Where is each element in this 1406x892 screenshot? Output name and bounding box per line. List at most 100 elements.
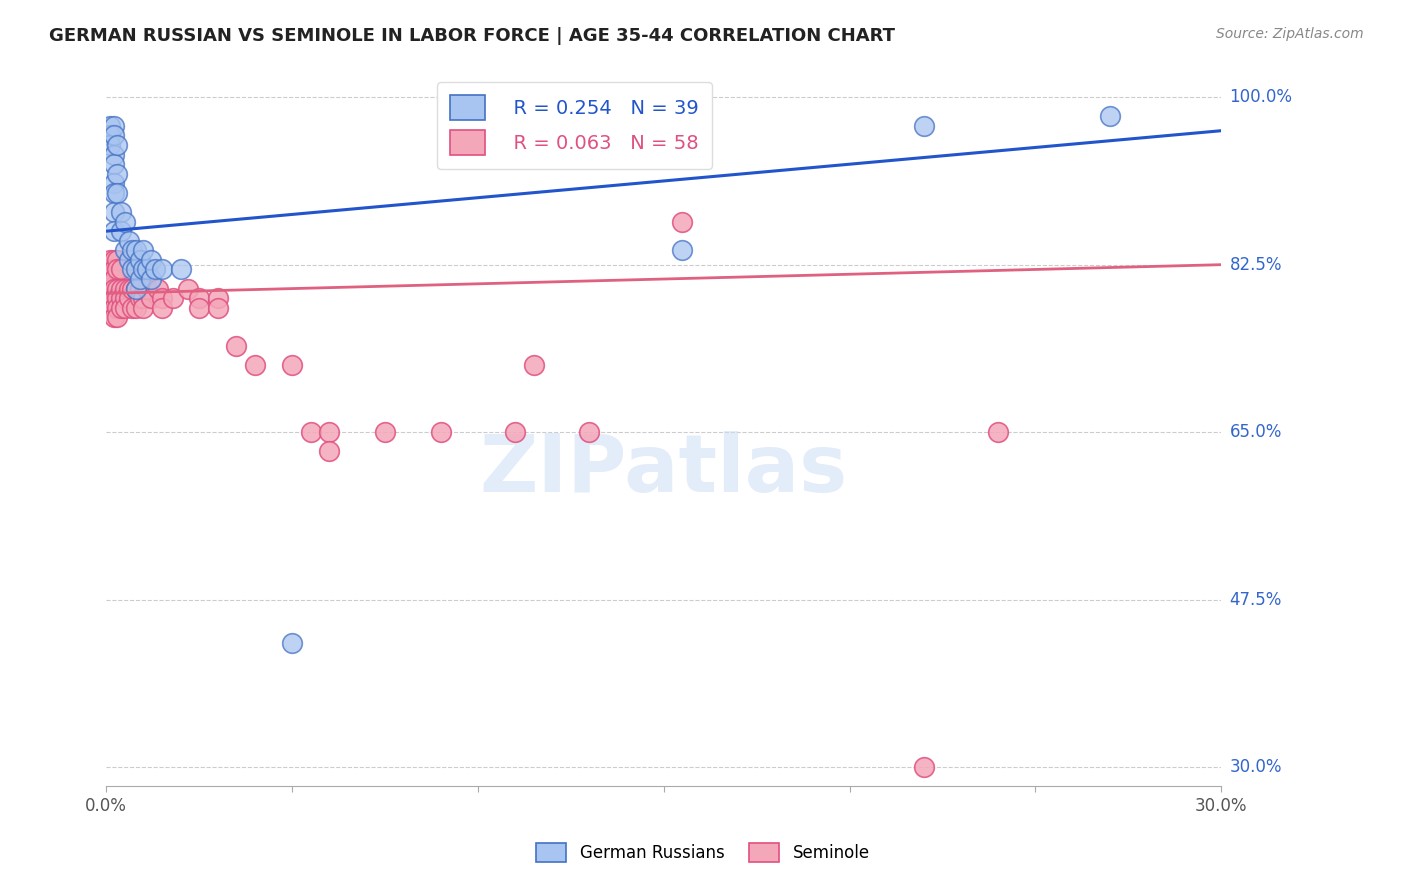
Point (103, 177, 125, 191)
Point (103, 147, 125, 161)
Point (110, 205, 132, 219)
Point (110, 301, 132, 315)
Point (139, 252, 162, 267)
Point (150, 301, 173, 315)
Point (243, 358, 266, 372)
Point (103, 262, 125, 277)
Text: 100.0%: 100.0% (1230, 88, 1292, 106)
Point (136, 262, 159, 277)
Point (110, 291, 132, 305)
Point (671, 244, 693, 258)
Point (110, 224, 132, 238)
Point (136, 282, 159, 296)
Point (225, 339, 247, 353)
Point (105, 282, 128, 296)
Point (103, 186, 125, 200)
Legend: German Russians, Seminole: German Russians, Seminole (527, 834, 879, 871)
Text: 82.5%: 82.5% (1230, 256, 1282, 274)
Point (125, 282, 148, 296)
Point (139, 272, 162, 286)
Point (299, 425, 322, 439)
Point (128, 291, 150, 305)
Point (188, 291, 211, 305)
Point (117, 252, 139, 267)
Point (114, 282, 136, 296)
Point (150, 262, 173, 277)
Point (177, 282, 200, 296)
Point (671, 214, 693, 228)
Point (125, 301, 148, 315)
Point (132, 301, 155, 315)
Point (114, 301, 136, 315)
Point (103, 301, 125, 315)
Point (987, 425, 1010, 439)
Point (117, 291, 139, 305)
Point (105, 291, 128, 305)
Point (98, 128, 121, 143)
Point (103, 282, 125, 296)
Point (281, 358, 304, 372)
Text: GERMAN RUSSIAN VS SEMINOLE IN LABOR FORCE | AGE 35-44 CORRELATION CHART: GERMAN RUSSIAN VS SEMINOLE IN LABOR FORC… (49, 27, 896, 45)
Point (98, 119, 121, 133)
Point (207, 291, 229, 305)
Point (132, 291, 155, 305)
Point (114, 291, 136, 305)
Point (121, 301, 143, 315)
Point (105, 138, 128, 153)
Text: 47.5%: 47.5% (1230, 591, 1282, 608)
Point (128, 282, 150, 296)
Point (128, 252, 150, 267)
Point (98, 262, 121, 277)
Point (103, 224, 125, 238)
Point (103, 205, 125, 219)
Point (125, 262, 148, 277)
Point (1098, 109, 1121, 123)
Point (103, 119, 125, 133)
Point (578, 425, 600, 439)
Point (110, 262, 132, 277)
Point (128, 272, 150, 286)
Text: 65.0%: 65.0% (1230, 423, 1282, 442)
Point (429, 425, 451, 439)
Point (125, 244, 148, 258)
Point (281, 635, 304, 649)
Point (103, 310, 125, 325)
Point (503, 425, 526, 439)
Point (105, 252, 128, 267)
Point (117, 234, 139, 248)
Point (150, 291, 173, 305)
Point (132, 262, 155, 277)
Point (103, 157, 125, 171)
Point (374, 425, 396, 439)
Point (912, 760, 935, 774)
Point (162, 291, 184, 305)
Point (169, 262, 191, 277)
Text: 30.0%: 30.0% (1230, 758, 1282, 776)
Point (103, 252, 125, 267)
Point (143, 262, 166, 277)
Text: Source: ZipAtlas.com: Source: ZipAtlas.com (1216, 27, 1364, 41)
Text: ZIPatlas: ZIPatlas (479, 432, 848, 509)
Point (121, 244, 143, 258)
Point (105, 310, 128, 325)
Point (105, 301, 128, 315)
Point (98, 138, 121, 153)
Point (125, 282, 148, 296)
Point (98, 252, 121, 267)
Point (103, 291, 125, 305)
Point (121, 262, 143, 277)
Point (318, 444, 340, 458)
Point (188, 301, 211, 315)
Point (132, 244, 155, 258)
Point (121, 282, 143, 296)
Point (105, 186, 128, 200)
Point (114, 214, 136, 228)
Point (98, 282, 121, 296)
Point (139, 291, 162, 305)
Point (523, 358, 546, 372)
Point (105, 262, 128, 277)
Point (148, 282, 170, 296)
Point (117, 282, 139, 296)
Point (103, 128, 125, 143)
Point (110, 282, 132, 296)
